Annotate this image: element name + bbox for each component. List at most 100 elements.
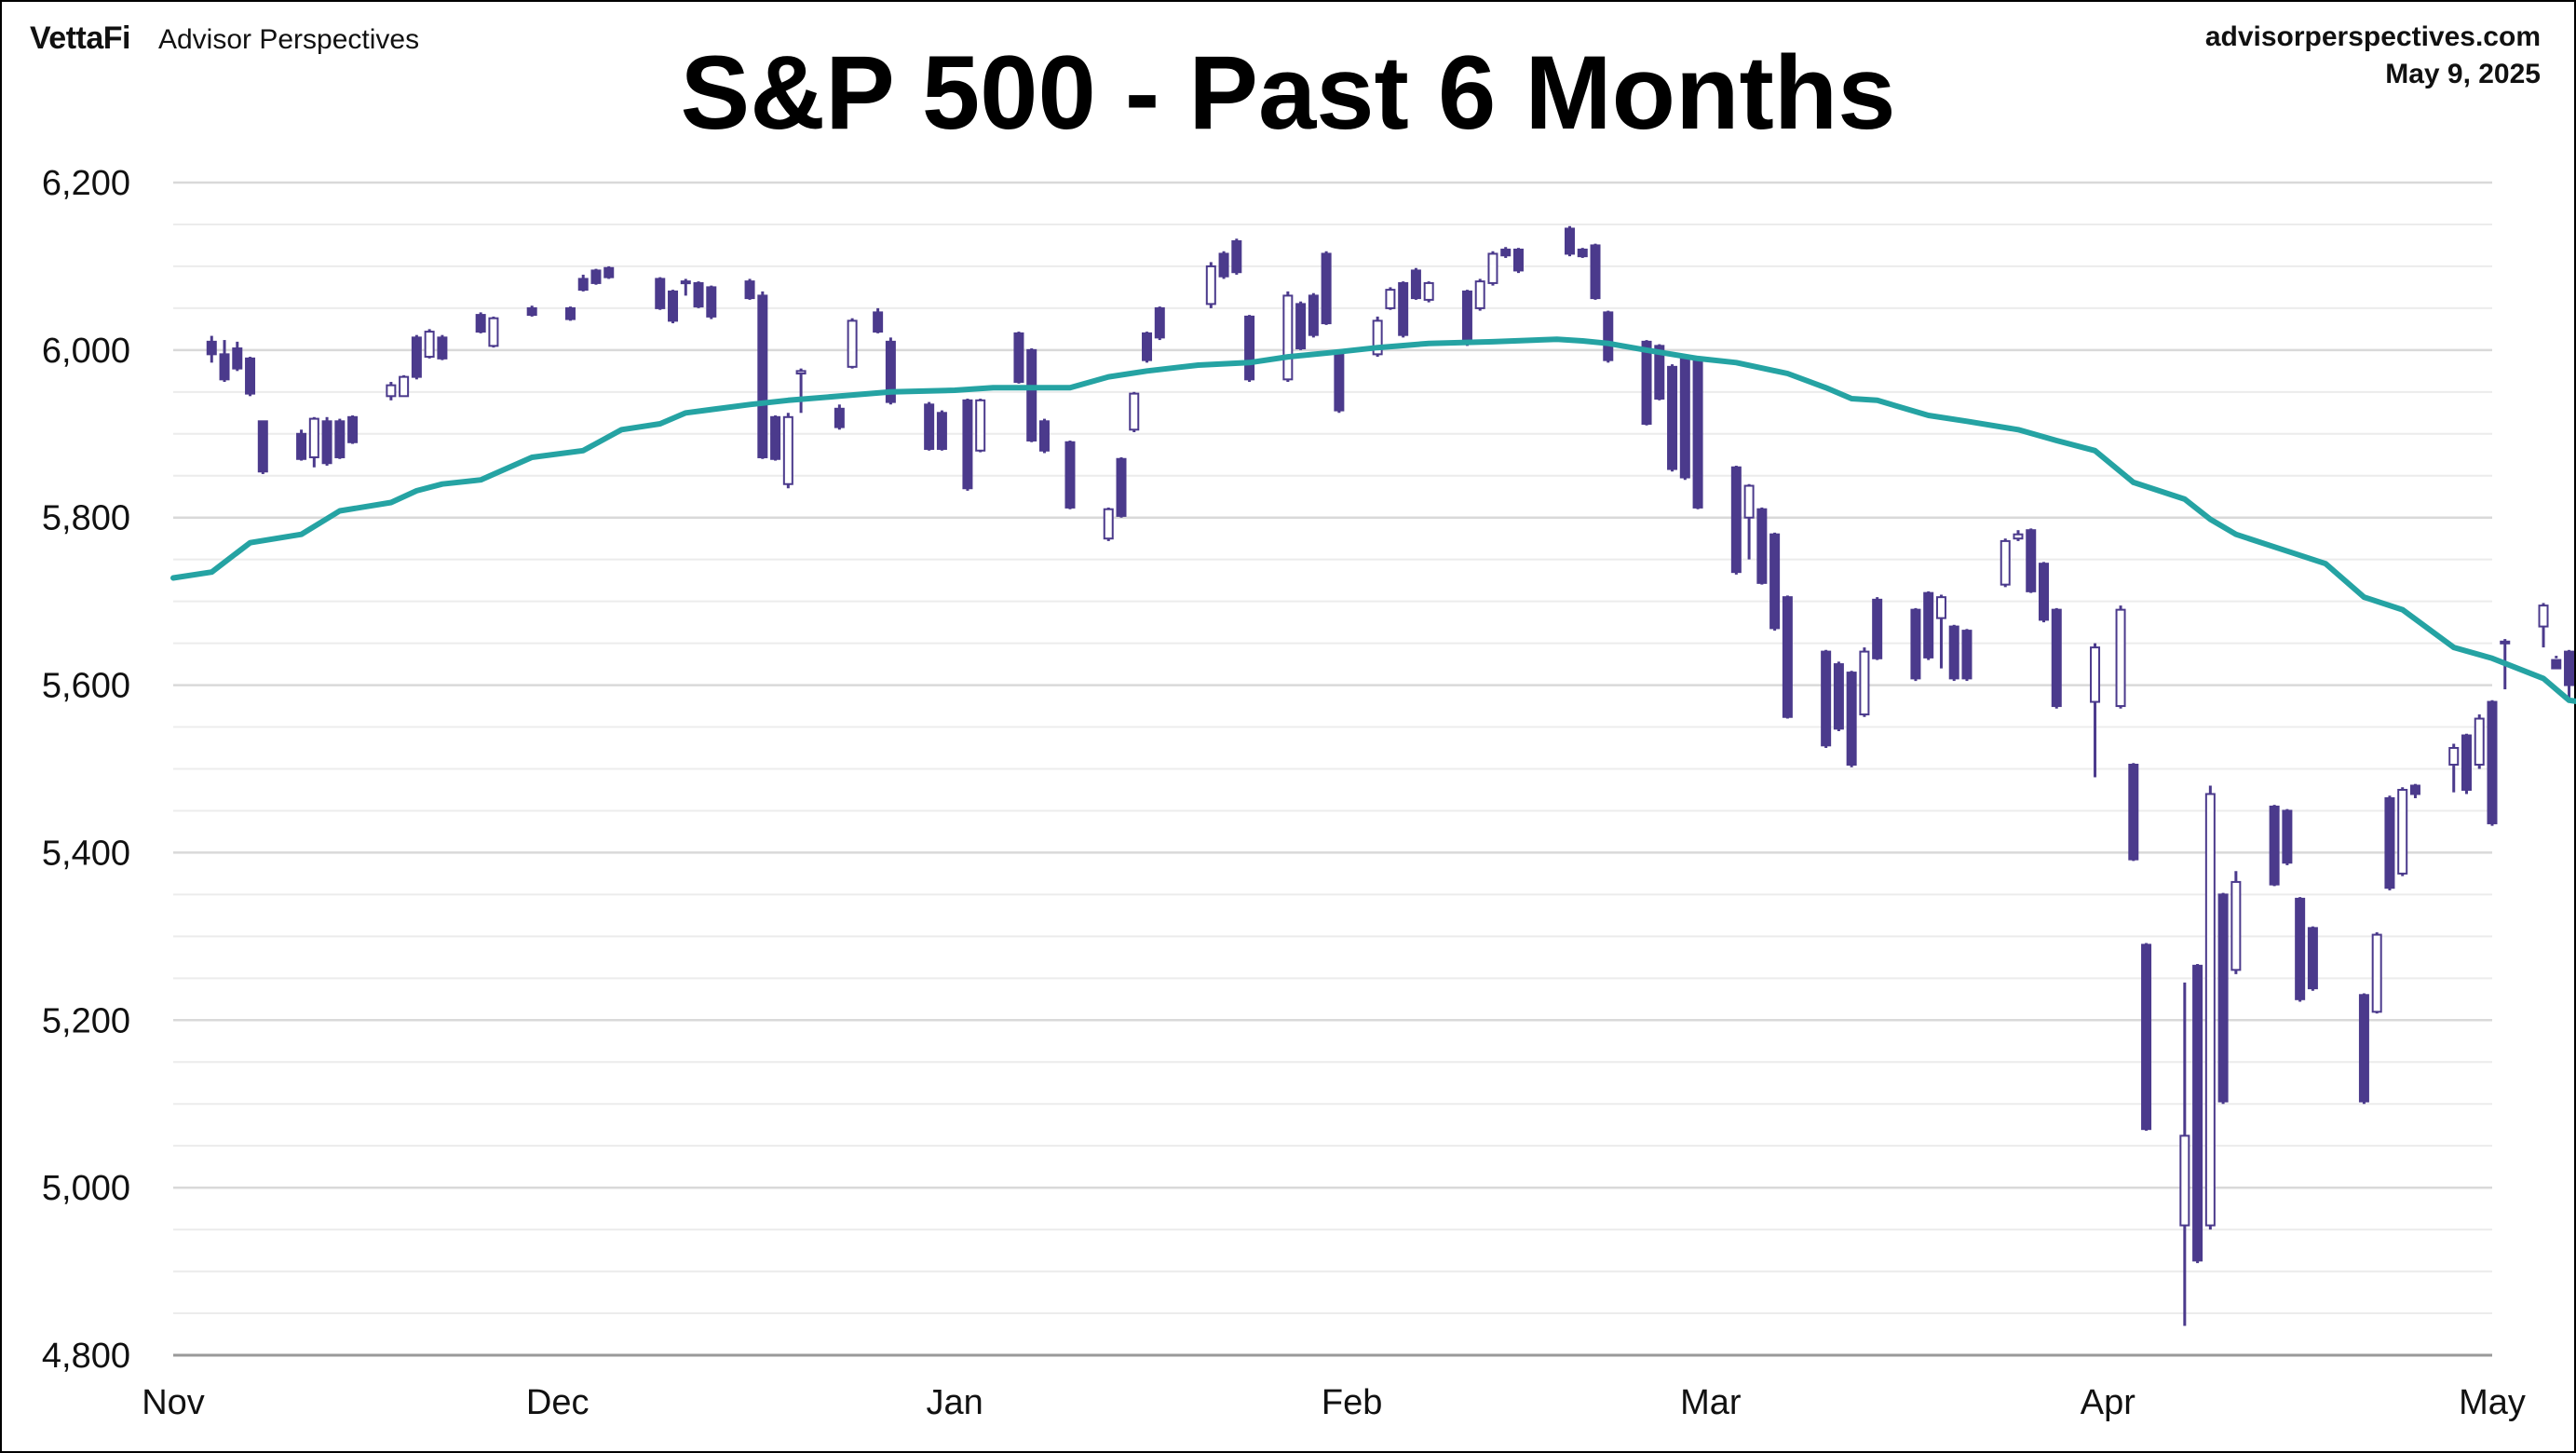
price-bar (2051, 607, 2062, 709)
price-bar (706, 285, 717, 319)
price-bar (308, 416, 319, 468)
x-tick-label: Feb (1322, 1383, 1382, 1422)
price-bar (219, 340, 230, 383)
price-bar (1423, 281, 1434, 303)
price-bar (2538, 603, 2549, 648)
price-bar (2307, 926, 2318, 991)
gridlines (173, 181, 2492, 1315)
price-bar (1512, 248, 1524, 274)
price-bar (603, 265, 615, 279)
price-bar (386, 382, 397, 401)
price-bar (1038, 418, 1050, 454)
price-bar (1730, 465, 1742, 575)
moving-average-line (170, 336, 2576, 704)
price-bar (1205, 262, 1216, 308)
price-bar (1142, 332, 1153, 363)
price-bar (834, 404, 845, 430)
price-bar (2371, 931, 2382, 1014)
price-bar (1641, 340, 1652, 426)
price-bar (668, 290, 679, 324)
price-bar (1935, 594, 1946, 669)
price-bar (577, 274, 589, 292)
price-bar (1487, 251, 1498, 286)
price-bar (590, 268, 602, 285)
brand: VettaFi Advisor Perspectives (30, 20, 419, 57)
price-bar (2090, 643, 2101, 778)
price-bar (1769, 532, 1781, 631)
price-bar (1116, 456, 1127, 518)
price-bar (2013, 530, 2024, 541)
price-bar (1372, 316, 1383, 358)
y-axis-labels: 4,800 5,000 5,200 5,400 5,600 5,800 6,000 6,200 (42, 164, 130, 1376)
price-bar (2358, 993, 2369, 1105)
price-bar (795, 368, 807, 414)
price-bar (399, 374, 410, 398)
price-bar (564, 306, 576, 321)
price-bar (936, 410, 947, 451)
price-bar (1231, 238, 1242, 275)
price-bar (757, 291, 768, 459)
price-bar (1308, 292, 1319, 338)
price-bar (1385, 287, 1396, 310)
price-bar (1603, 310, 1614, 363)
price-bar (1321, 251, 1332, 325)
price-bar (680, 278, 691, 296)
price-bar (1743, 483, 1755, 560)
price-bar (206, 335, 217, 363)
price-bar (1398, 281, 1409, 338)
price-bar (847, 318, 858, 369)
price-bar (1218, 251, 1229, 279)
price-bar (1410, 267, 1421, 300)
x-tick-label: Jan (927, 1383, 983, 1422)
price-bar (1244, 315, 1255, 383)
x-axis-labels: Nov Dec Jan Feb Mar Apr May (142, 1383, 2526, 1422)
price-bar (693, 281, 704, 308)
price-bar (245, 357, 256, 397)
price-bar (2179, 982, 2190, 1326)
price-bar (1910, 607, 1921, 682)
price-bar (334, 418, 346, 459)
price-bar (2551, 656, 2562, 670)
x-tick-label: Apr (2081, 1383, 2135, 1422)
price-bar (2000, 538, 2011, 588)
price-bar (1282, 291, 1294, 383)
price-bar (1961, 629, 1973, 682)
moving-average (170, 336, 2576, 704)
price-bar (1679, 357, 1690, 481)
price-bar (2269, 805, 2280, 887)
price-bar (1756, 507, 1768, 585)
price-bar (424, 329, 435, 359)
price-bar (1154, 306, 1165, 341)
price-bar (2384, 795, 2395, 890)
price-bar (1833, 661, 1844, 732)
price-bar (526, 306, 537, 317)
price-bar (2192, 964, 2203, 1264)
price-bar (321, 416, 332, 466)
price-bar (1872, 597, 1883, 660)
price-bar (257, 420, 268, 474)
price-bar (770, 415, 781, 461)
price-bar (1923, 591, 1934, 660)
price-bar (2282, 808, 2293, 865)
price-bar (744, 278, 755, 300)
price-bar (655, 277, 666, 310)
y-tick-label: 5,600 (42, 667, 130, 706)
price-bar (475, 312, 486, 333)
price-bar (1692, 356, 1703, 509)
price-bar (975, 399, 986, 453)
price-bar (873, 307, 884, 333)
price-bar (2397, 787, 2408, 876)
y-tick-label: 6,200 (42, 164, 130, 203)
y-tick-label: 5,800 (42, 499, 130, 538)
price-bar (1577, 248, 1588, 258)
price-bar (1064, 440, 1076, 509)
y-tick-label: 6,000 (42, 332, 130, 371)
chart-title: S&P 500 - Past 6 Months (680, 34, 1896, 151)
price-bar (1821, 649, 1832, 749)
price-bar (1590, 243, 1601, 300)
price-bar (2204, 785, 2216, 1230)
price-bar (2487, 699, 2498, 826)
price-bar (2409, 783, 2420, 798)
price-bar (2230, 871, 2242, 974)
